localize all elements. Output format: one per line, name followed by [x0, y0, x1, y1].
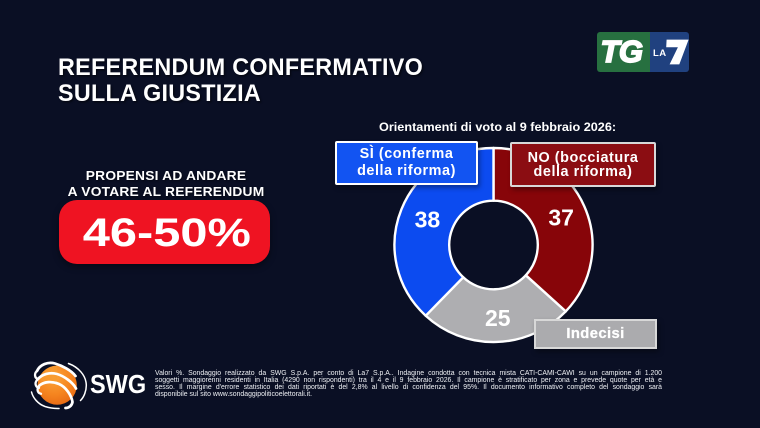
- svg-text:37: 37: [548, 205, 574, 231]
- svg-text:38: 38: [415, 206, 441, 232]
- svg-text:25: 25: [485, 305, 511, 331]
